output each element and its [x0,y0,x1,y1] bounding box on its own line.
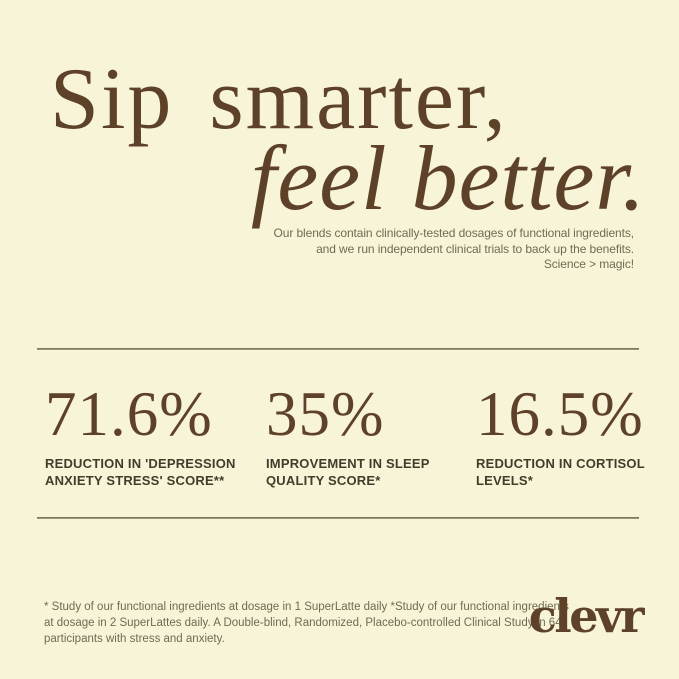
stat-value: 16.5% [476,379,644,449]
divider-top [37,348,639,350]
stat-label-line: IMPROVEMENT IN SLEEP [266,456,430,471]
subtitle-line: Science > magic! [543,257,634,271]
divider-bottom [37,517,639,519]
footnote-line: participants with stress and anxiety. [44,633,225,645]
stat-label: IMPROVEMENT IN SLEEP QUALITY SCORE* [266,455,471,489]
stat-label: REDUCTION IN CORTISOL LEVELS* [476,455,679,489]
stat-value: 71.6% [45,379,213,449]
subtitle-line: Our blends contain clinically-tested dos… [273,226,635,240]
stat-sleep-quality: 35% IMPROVEMENT IN SLEEP QUALITY SCORE* [266,383,471,489]
headline-line-1: Sip smarter, [50,51,508,148]
clevr-logo: clevr [528,589,645,643]
footnote-line: at dosage in 2 SuperLattes daily. A Doub… [44,617,562,629]
stat-label-line: QUALITY SCORE* [266,473,381,488]
stat-label: REDUCTION IN 'DEPRESSION ANXIETY STRESS'… [45,455,250,489]
headline-line-2: feel better. [250,127,646,229]
stat-label-line: LEVELS* [476,473,534,488]
subtitle-line: and we run independent clinical trials t… [316,241,634,256]
stat-cortisol-levels: 16.5% REDUCTION IN CORTISOL LEVELS* [476,383,679,489]
stat-label-line: REDUCTION IN CORTISOL [476,456,645,471]
stat-label-line: REDUCTION IN 'DEPRESSION [45,456,236,471]
stat-value: 35% [266,379,385,449]
hero-subtitle: Our blends contain clinically-tested dos… [273,226,635,273]
study-footnote: * Study of our functional ingredients at… [44,599,569,647]
stat-label-line: ANXIETY STRESS' SCORE** [45,473,225,488]
footnote-line: * Study of our functional ingredients at… [44,601,569,613]
stat-depression-anxiety-stress: 71.6% REDUCTION IN 'DEPRESSION ANXIETY S… [45,383,250,489]
